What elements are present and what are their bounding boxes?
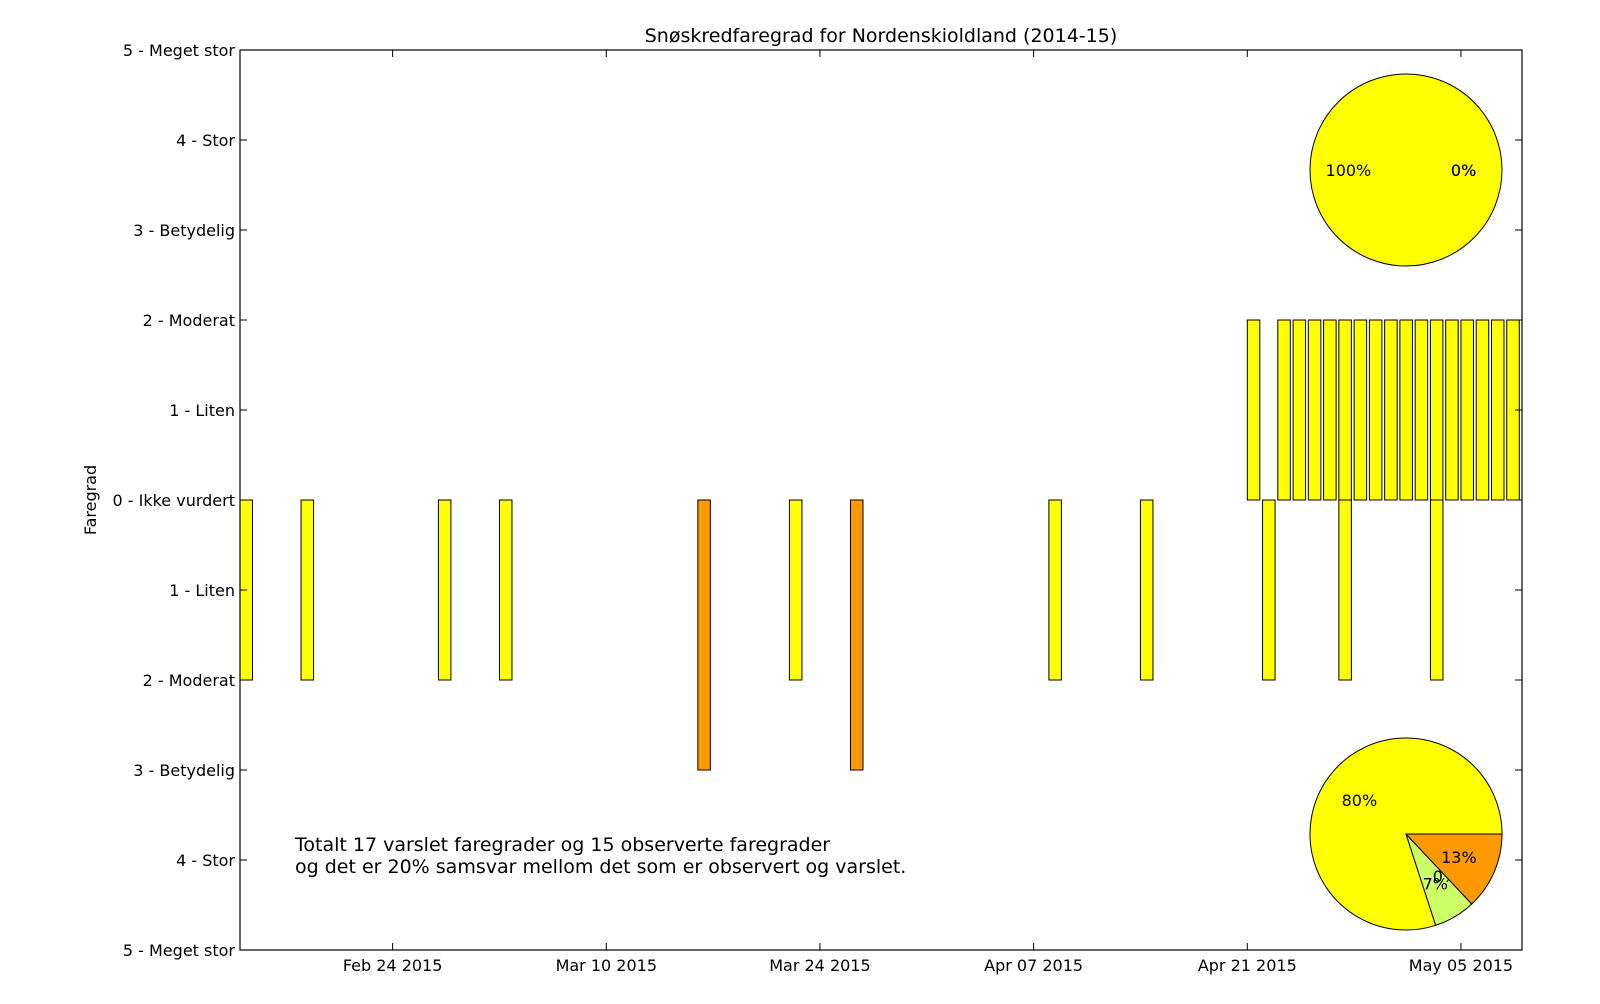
- y-tick-label: 2 - Moderat: [143, 671, 235, 690]
- y-tick-label: 2 - Moderat: [143, 311, 235, 330]
- pie-slice: [1309, 737, 1503, 931]
- observed-bar: [1429, 499, 1444, 681]
- forecast-bar: [1490, 319, 1505, 501]
- forecast-bar: [1384, 319, 1398, 501]
- observed-bar: [1262, 499, 1276, 681]
- pie-slice-label: 80%: [1342, 791, 1378, 810]
- observed-bar: [1338, 499, 1352, 681]
- forecast-bar: [1277, 319, 1291, 501]
- forecast-bar: [1338, 319, 1352, 501]
- forecast-bar: [1429, 319, 1444, 501]
- x-tick-label: Apr 07 2015: [984, 956, 1083, 975]
- y-tick-label: 1 - Liten: [169, 581, 235, 600]
- bars-layer: [239, 319, 1520, 771]
- observed-bar: [849, 499, 864, 771]
- y-tick-label: 5 - Meget stor: [123, 41, 236, 60]
- pie-slice: [1309, 73, 1503, 267]
- chart-title: Snøskredfaregrad for Nordenskioldland (2…: [645, 25, 1118, 47]
- summary-line-2: og det er 20% samsvar mellom det som er …: [295, 856, 906, 878]
- observed-bar: [1048, 499, 1062, 681]
- pie-slice-label: 0%: [1451, 161, 1476, 180]
- y-tick-label: 3 - Betydelig: [133, 761, 235, 780]
- pie-slice: [1404, 833, 1503, 905]
- pie-slice-label: 13%: [1441, 848, 1477, 867]
- x-tick-label: Apr 21 2015: [1198, 956, 1297, 975]
- observed-bar: [1139, 499, 1154, 681]
- forecast-bar: [1414, 319, 1429, 501]
- forecast-bar: [1292, 319, 1307, 501]
- y-tick-label: 5 - Meget stor: [123, 941, 236, 960]
- forecast-bar: [1445, 319, 1459, 501]
- y-tick-label: 4 - Stor: [176, 851, 235, 870]
- pie-slice-label: 7%: [1423, 875, 1448, 894]
- summary-line-1: Totalt 17 varslet faregrader og 15 obser…: [294, 834, 830, 856]
- forecast-bar: [1368, 319, 1383, 501]
- observed-bar: [697, 499, 711, 771]
- forecast-bar: [1475, 319, 1490, 501]
- pie-slice-label: 100%: [1326, 161, 1372, 180]
- observed-bar: [788, 499, 803, 681]
- x-tick-label: Feb 24 2015: [343, 956, 443, 975]
- y-tick-label: 1 - Liten: [169, 401, 235, 420]
- observed-bar: [300, 499, 315, 681]
- ticks-layer: 5 - Meget stor 4 - Stor 3 - Betydelig 2 - M…: [113, 41, 1522, 975]
- forecast-bar: [1246, 319, 1261, 501]
- observed-bar: [498, 499, 513, 681]
- forecast-bar: [1353, 319, 1368, 501]
- x-tick-label: May 05 2015: [1409, 956, 1513, 975]
- y-tick-label: 4 - Stor: [176, 131, 235, 150]
- y-tick-label: 3 - Betydelig: [133, 221, 235, 240]
- pies-layer: 100%0%0%80%7%0%13%: [1309, 73, 1503, 931]
- forecast-bar: [1460, 319, 1474, 501]
- pie-slice-label: 0%: [1451, 161, 1476, 180]
- forecast-bar: [1323, 319, 1337, 501]
- x-tick-label: Mar 10 2015: [556, 956, 657, 975]
- y-tick-label: 0 - Ikke vurdert: [113, 491, 236, 510]
- forecast-bar: [1399, 319, 1413, 501]
- y-axis-label: Faregrad: [81, 465, 100, 535]
- observed-bar: [437, 499, 452, 681]
- x-tick-label: Mar 24 2015: [769, 956, 870, 975]
- forecast-bar: [1307, 319, 1322, 501]
